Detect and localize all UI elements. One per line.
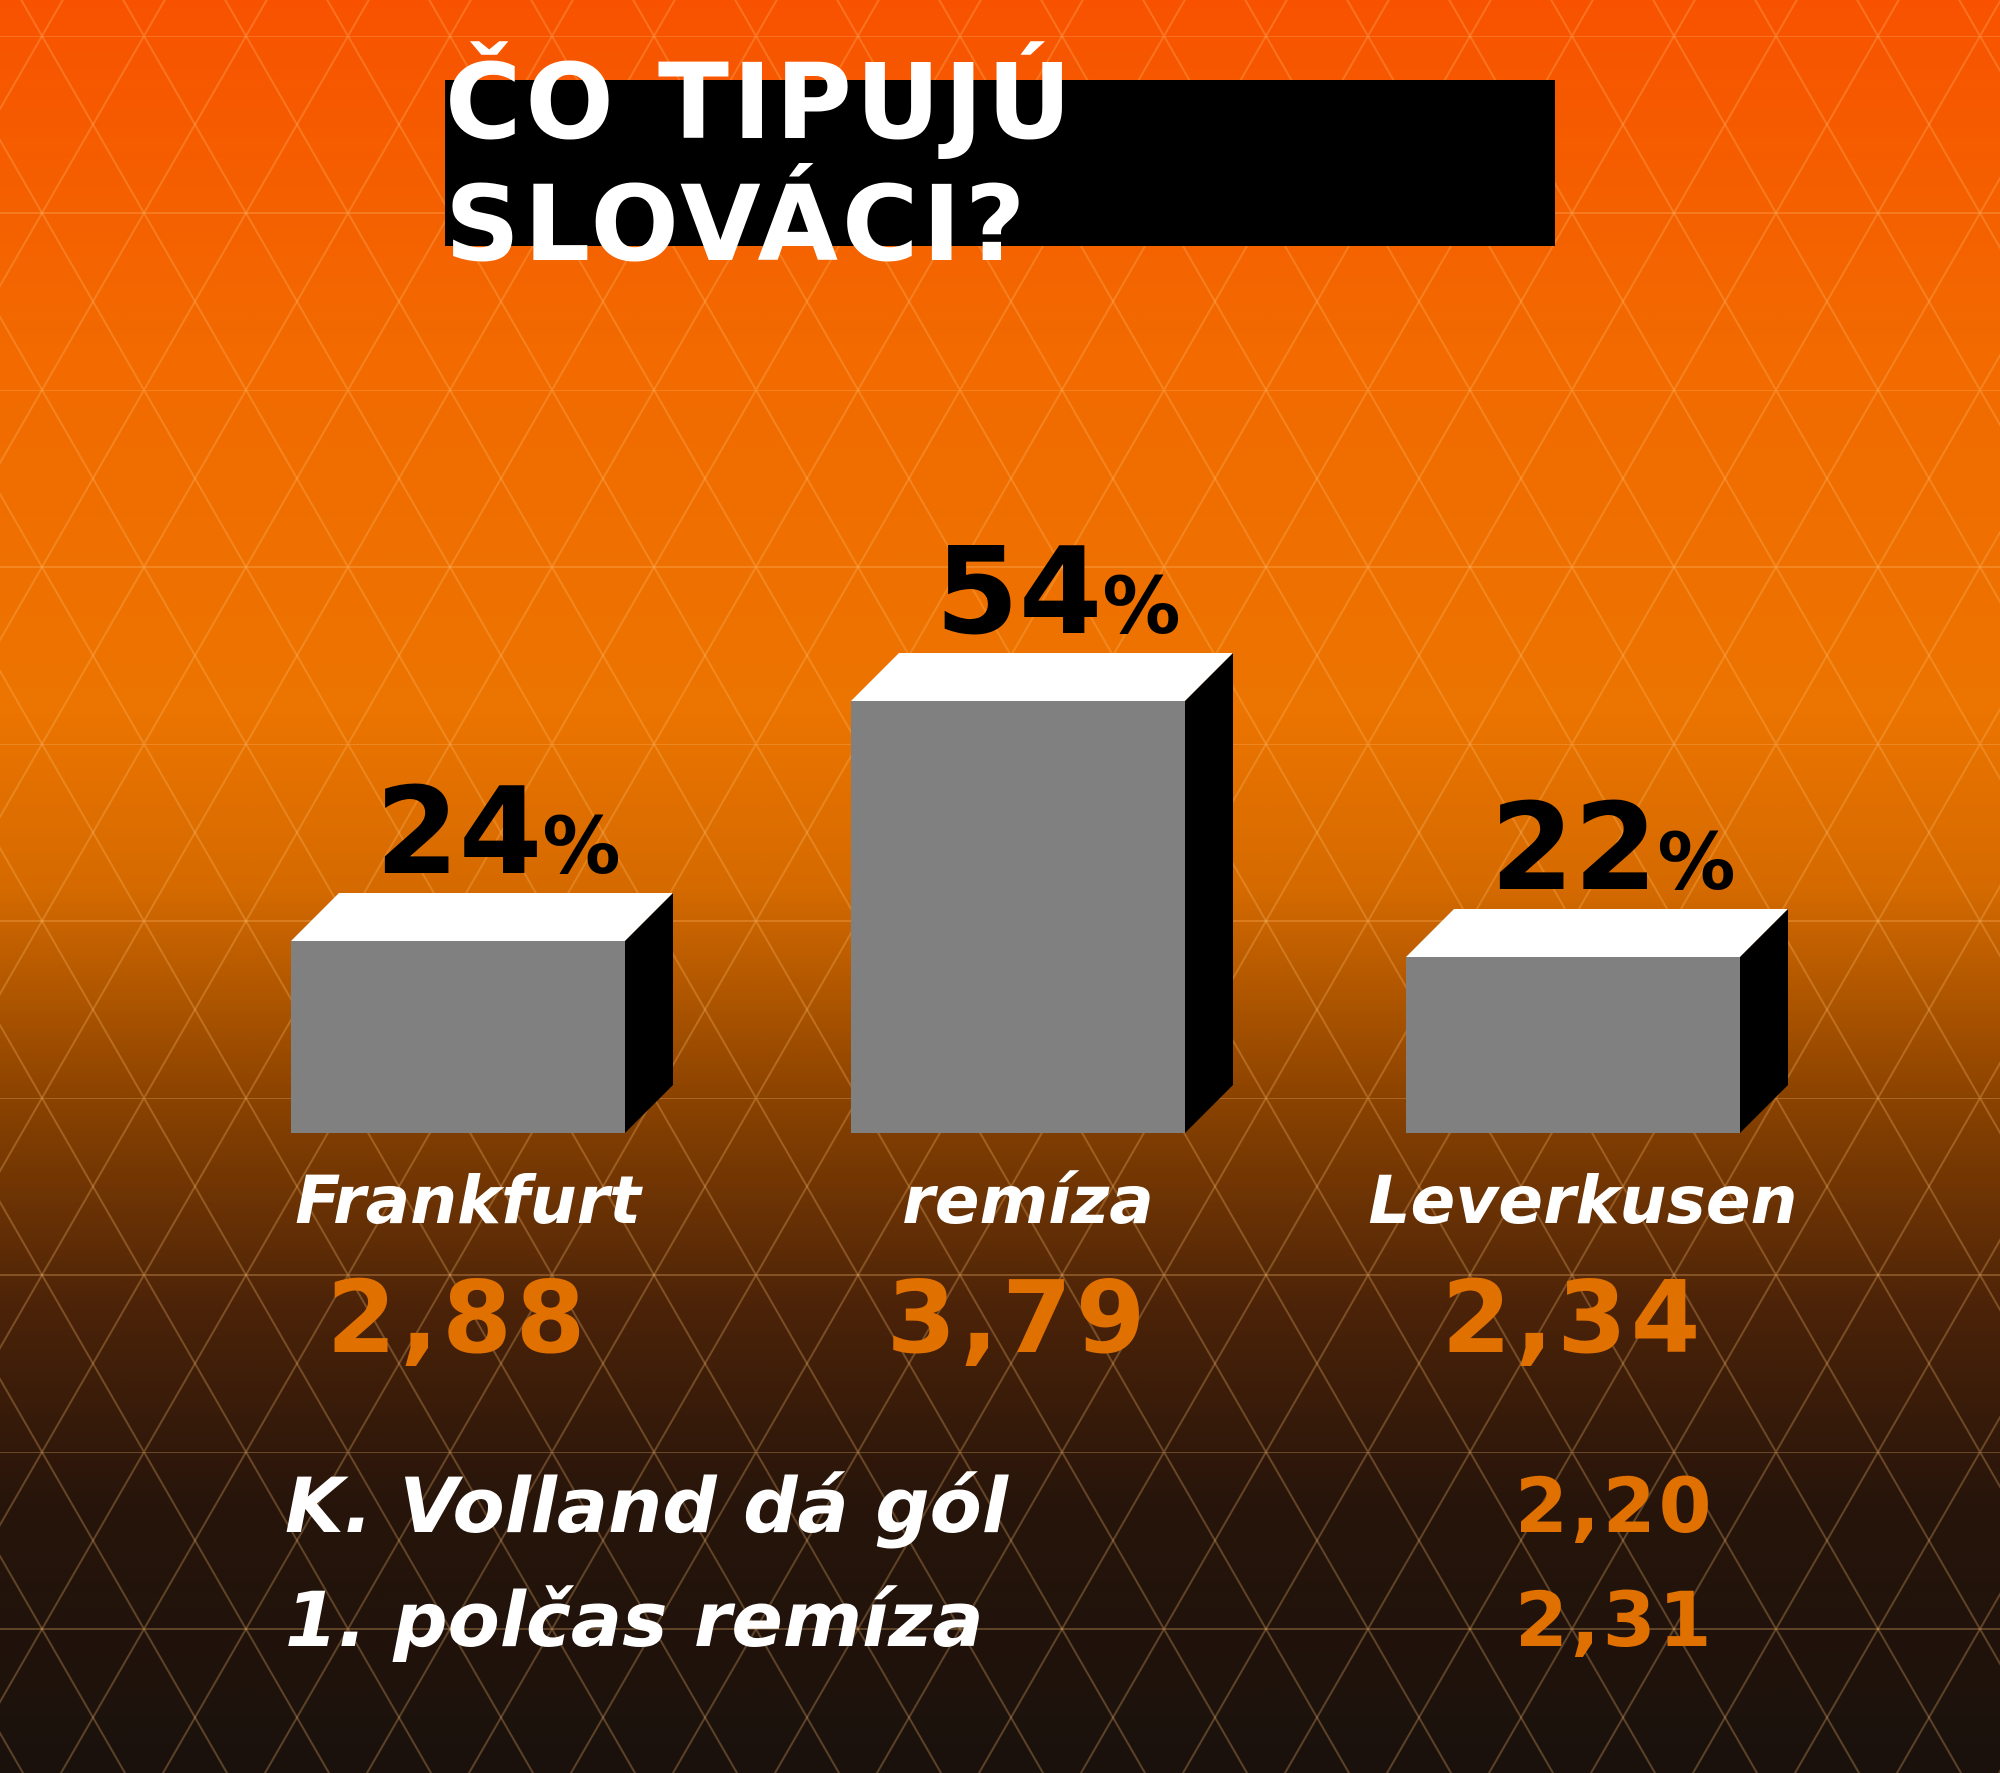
- percent-sign: %: [1102, 562, 1181, 652]
- bar-front-face: [1406, 957, 1740, 1133]
- bar-side-face: [625, 893, 673, 1133]
- category-label: Leverkusen: [1368, 1162, 1798, 1239]
- odds-label: 2,88: [326, 1259, 590, 1376]
- bar-front-face: [291, 941, 625, 1133]
- data-label-value: 24: [375, 763, 543, 902]
- data-label: 54%: [935, 533, 1180, 653]
- extra-bet-odd: 2,31: [1515, 1575, 1715, 1664]
- bar-1: [291, 893, 673, 1133]
- odds-label: 3,79: [886, 1259, 1150, 1376]
- bar-top-face: [291, 893, 673, 941]
- chart-title: ČO TIPUJÚ SLOVÁCI?: [445, 41, 1076, 285]
- bar-front-face: [851, 701, 1185, 1133]
- odds-label: 2,34: [1441, 1259, 1705, 1376]
- extra-bet-odd: 2,20: [1515, 1461, 1715, 1550]
- data-label-value: 22: [1490, 779, 1658, 918]
- bar-side-face: [1185, 653, 1233, 1133]
- title-banner: ČO TIPUJÚ SLOVÁCI?: [445, 41, 1555, 285]
- bar-top-face: [851, 653, 1233, 701]
- data-label-value: 54: [935, 523, 1103, 662]
- bar-top-face: [1406, 909, 1788, 957]
- bar-side-face: [1740, 909, 1788, 1133]
- extra-bet-label: K. Volland dá gól: [285, 1461, 1008, 1550]
- category-label: Frankfurt: [295, 1162, 641, 1239]
- category-label: remíza: [902, 1162, 1154, 1239]
- percent-sign: %: [542, 802, 621, 892]
- bar-2: [851, 653, 1233, 1133]
- data-label: 22%: [1490, 789, 1735, 909]
- percent-sign: %: [1657, 818, 1736, 908]
- extra-bet-label: 1. polčas remíza: [285, 1575, 984, 1664]
- data-label: 24%: [375, 773, 620, 893]
- bar-3: [1406, 909, 1788, 1133]
